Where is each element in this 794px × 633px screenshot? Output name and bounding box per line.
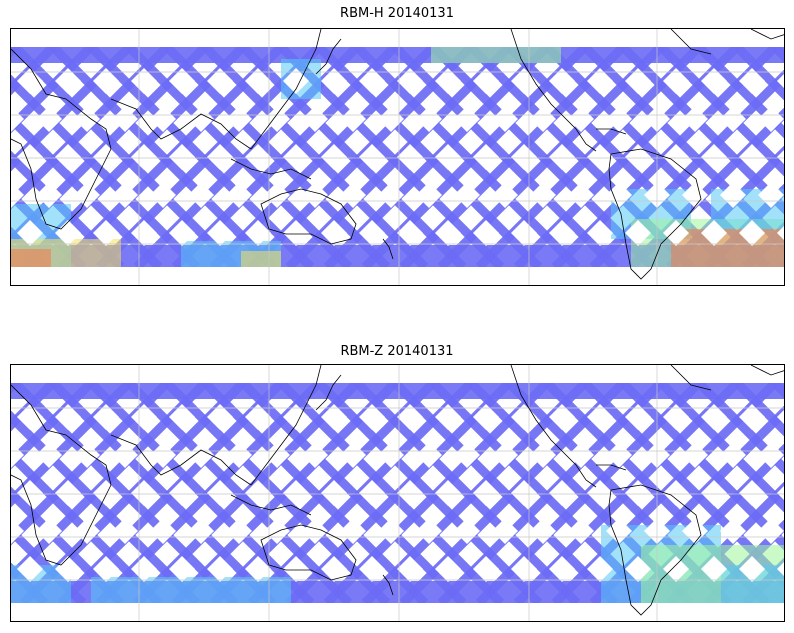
panel-title: RBM-Z 20140131 (340, 344, 454, 359)
map-rbm-h (10, 28, 785, 286)
panel-title: RBM-H 20140131 (340, 6, 454, 21)
map-rbm-z (10, 364, 785, 622)
